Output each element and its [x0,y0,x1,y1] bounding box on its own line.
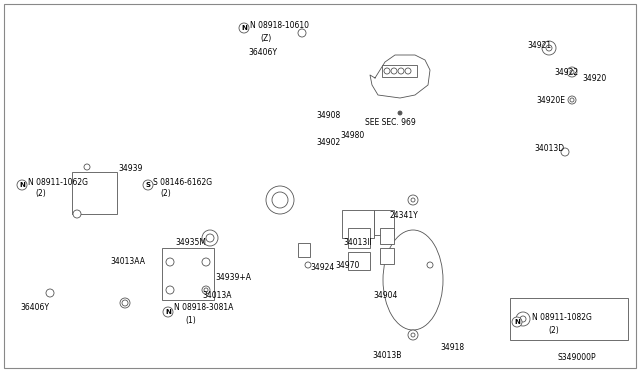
Text: 34013B: 34013B [372,350,401,359]
Text: SEE SEC. 969: SEE SEC. 969 [365,118,416,126]
Circle shape [143,180,153,190]
Circle shape [561,148,569,156]
Text: N 08911-1082G: N 08911-1082G [532,314,592,323]
Circle shape [122,300,128,306]
Circle shape [542,41,556,55]
Text: 34013A: 34013A [202,291,232,299]
Text: (2): (2) [548,326,559,334]
Text: 34013II: 34013II [343,237,372,247]
Text: N: N [165,309,171,315]
Circle shape [516,312,530,326]
Text: S 08146-6162G: S 08146-6162G [153,177,212,186]
Circle shape [120,298,130,308]
Circle shape [166,286,174,294]
Text: 34924: 34924 [310,263,334,273]
Bar [380,228,394,244]
Circle shape [166,258,174,266]
Circle shape [73,210,81,218]
Text: N: N [514,319,520,325]
Circle shape [427,262,433,268]
Text: (1): (1) [185,315,196,324]
Circle shape [266,186,294,214]
Text: 24341Y: 24341Y [390,211,419,219]
Circle shape [272,192,288,208]
Text: 34902: 34902 [316,138,340,147]
Bar [342,210,374,238]
Bar [374,210,394,235]
Text: 34904: 34904 [373,291,397,299]
Text: 34918: 34918 [440,343,464,353]
Circle shape [46,289,54,297]
Circle shape [239,23,249,33]
Circle shape [84,164,90,170]
Bar [348,252,370,270]
Circle shape [567,67,577,77]
Circle shape [384,68,390,74]
Text: S349000P: S349000P [558,353,596,362]
Ellipse shape [383,230,443,330]
Text: (Z): (Z) [260,33,271,42]
Text: 34980: 34980 [340,131,364,140]
Text: N 08911-1062G: N 08911-1062G [28,177,88,186]
Bar [382,65,417,77]
Circle shape [163,307,173,317]
Circle shape [520,316,526,322]
Text: N 08918-3081A: N 08918-3081A [174,304,234,312]
Text: 34970: 34970 [335,260,360,269]
Bar [348,228,370,248]
Text: N: N [241,25,247,31]
Text: 34920: 34920 [582,74,606,83]
Circle shape [570,70,574,74]
Circle shape [202,286,210,294]
Circle shape [391,68,397,74]
Text: 34939+A: 34939+A [215,273,251,282]
Text: 34013D: 34013D [534,144,564,153]
Text: N 08918-10610: N 08918-10610 [250,20,309,29]
Circle shape [206,234,214,242]
Circle shape [411,198,415,202]
Text: 34921: 34921 [527,41,551,49]
Circle shape [305,262,311,268]
Circle shape [570,98,574,102]
Circle shape [398,111,402,115]
Circle shape [546,45,552,51]
Text: S: S [145,182,150,188]
Circle shape [202,258,210,266]
Text: N: N [19,182,25,188]
Circle shape [405,68,411,74]
Bar [510,298,628,340]
Text: 34922: 34922 [554,67,578,77]
Circle shape [568,96,576,104]
Text: 34939: 34939 [118,164,142,173]
Circle shape [408,330,418,340]
Text: 34013AA: 34013AA [110,257,145,266]
Text: 34920E: 34920E [536,96,565,105]
Circle shape [408,195,418,205]
Circle shape [512,317,522,327]
Circle shape [411,333,415,337]
Circle shape [298,29,306,37]
Circle shape [398,68,404,74]
Text: (2): (2) [160,189,171,198]
Bar [72,172,117,214]
Text: 34908: 34908 [316,110,340,119]
Text: 36406Y: 36406Y [248,48,277,57]
Bar [298,243,310,257]
Text: (2): (2) [35,189,45,198]
Circle shape [204,288,208,292]
Bar [380,248,394,264]
Bar [162,248,214,300]
Circle shape [17,180,27,190]
Text: 36406Y: 36406Y [20,304,49,312]
Text: 34935M: 34935M [175,237,206,247]
Circle shape [202,230,218,246]
